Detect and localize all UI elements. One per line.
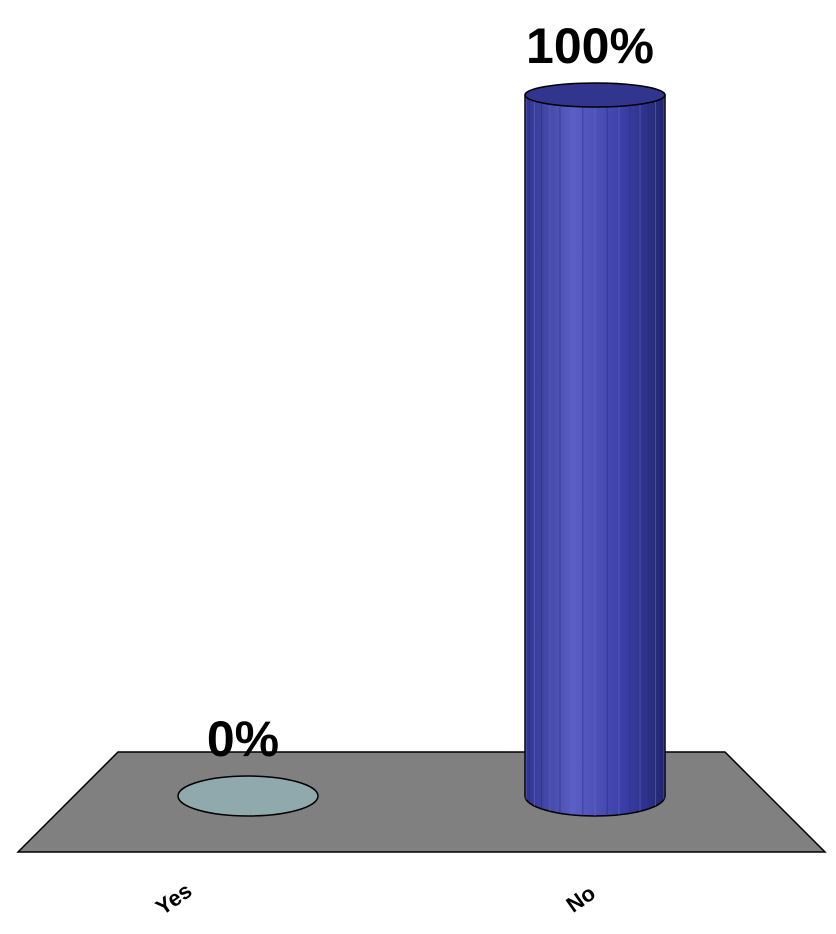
bar-yes	[177, 775, 319, 817]
bar-no-facets	[525, 95, 665, 816]
bar-no-top	[524, 82, 666, 108]
data-label-no: 100%	[526, 18, 654, 74]
chart-floor	[16, 751, 827, 853]
data-label-yes: 0%	[207, 711, 279, 767]
category-label-no: No	[562, 880, 600, 917]
bars-layer	[177, 82, 666, 817]
bar-yes-disc	[177, 775, 319, 817]
bar-no	[524, 82, 666, 817]
category-label-yes: Yes	[151, 878, 196, 920]
